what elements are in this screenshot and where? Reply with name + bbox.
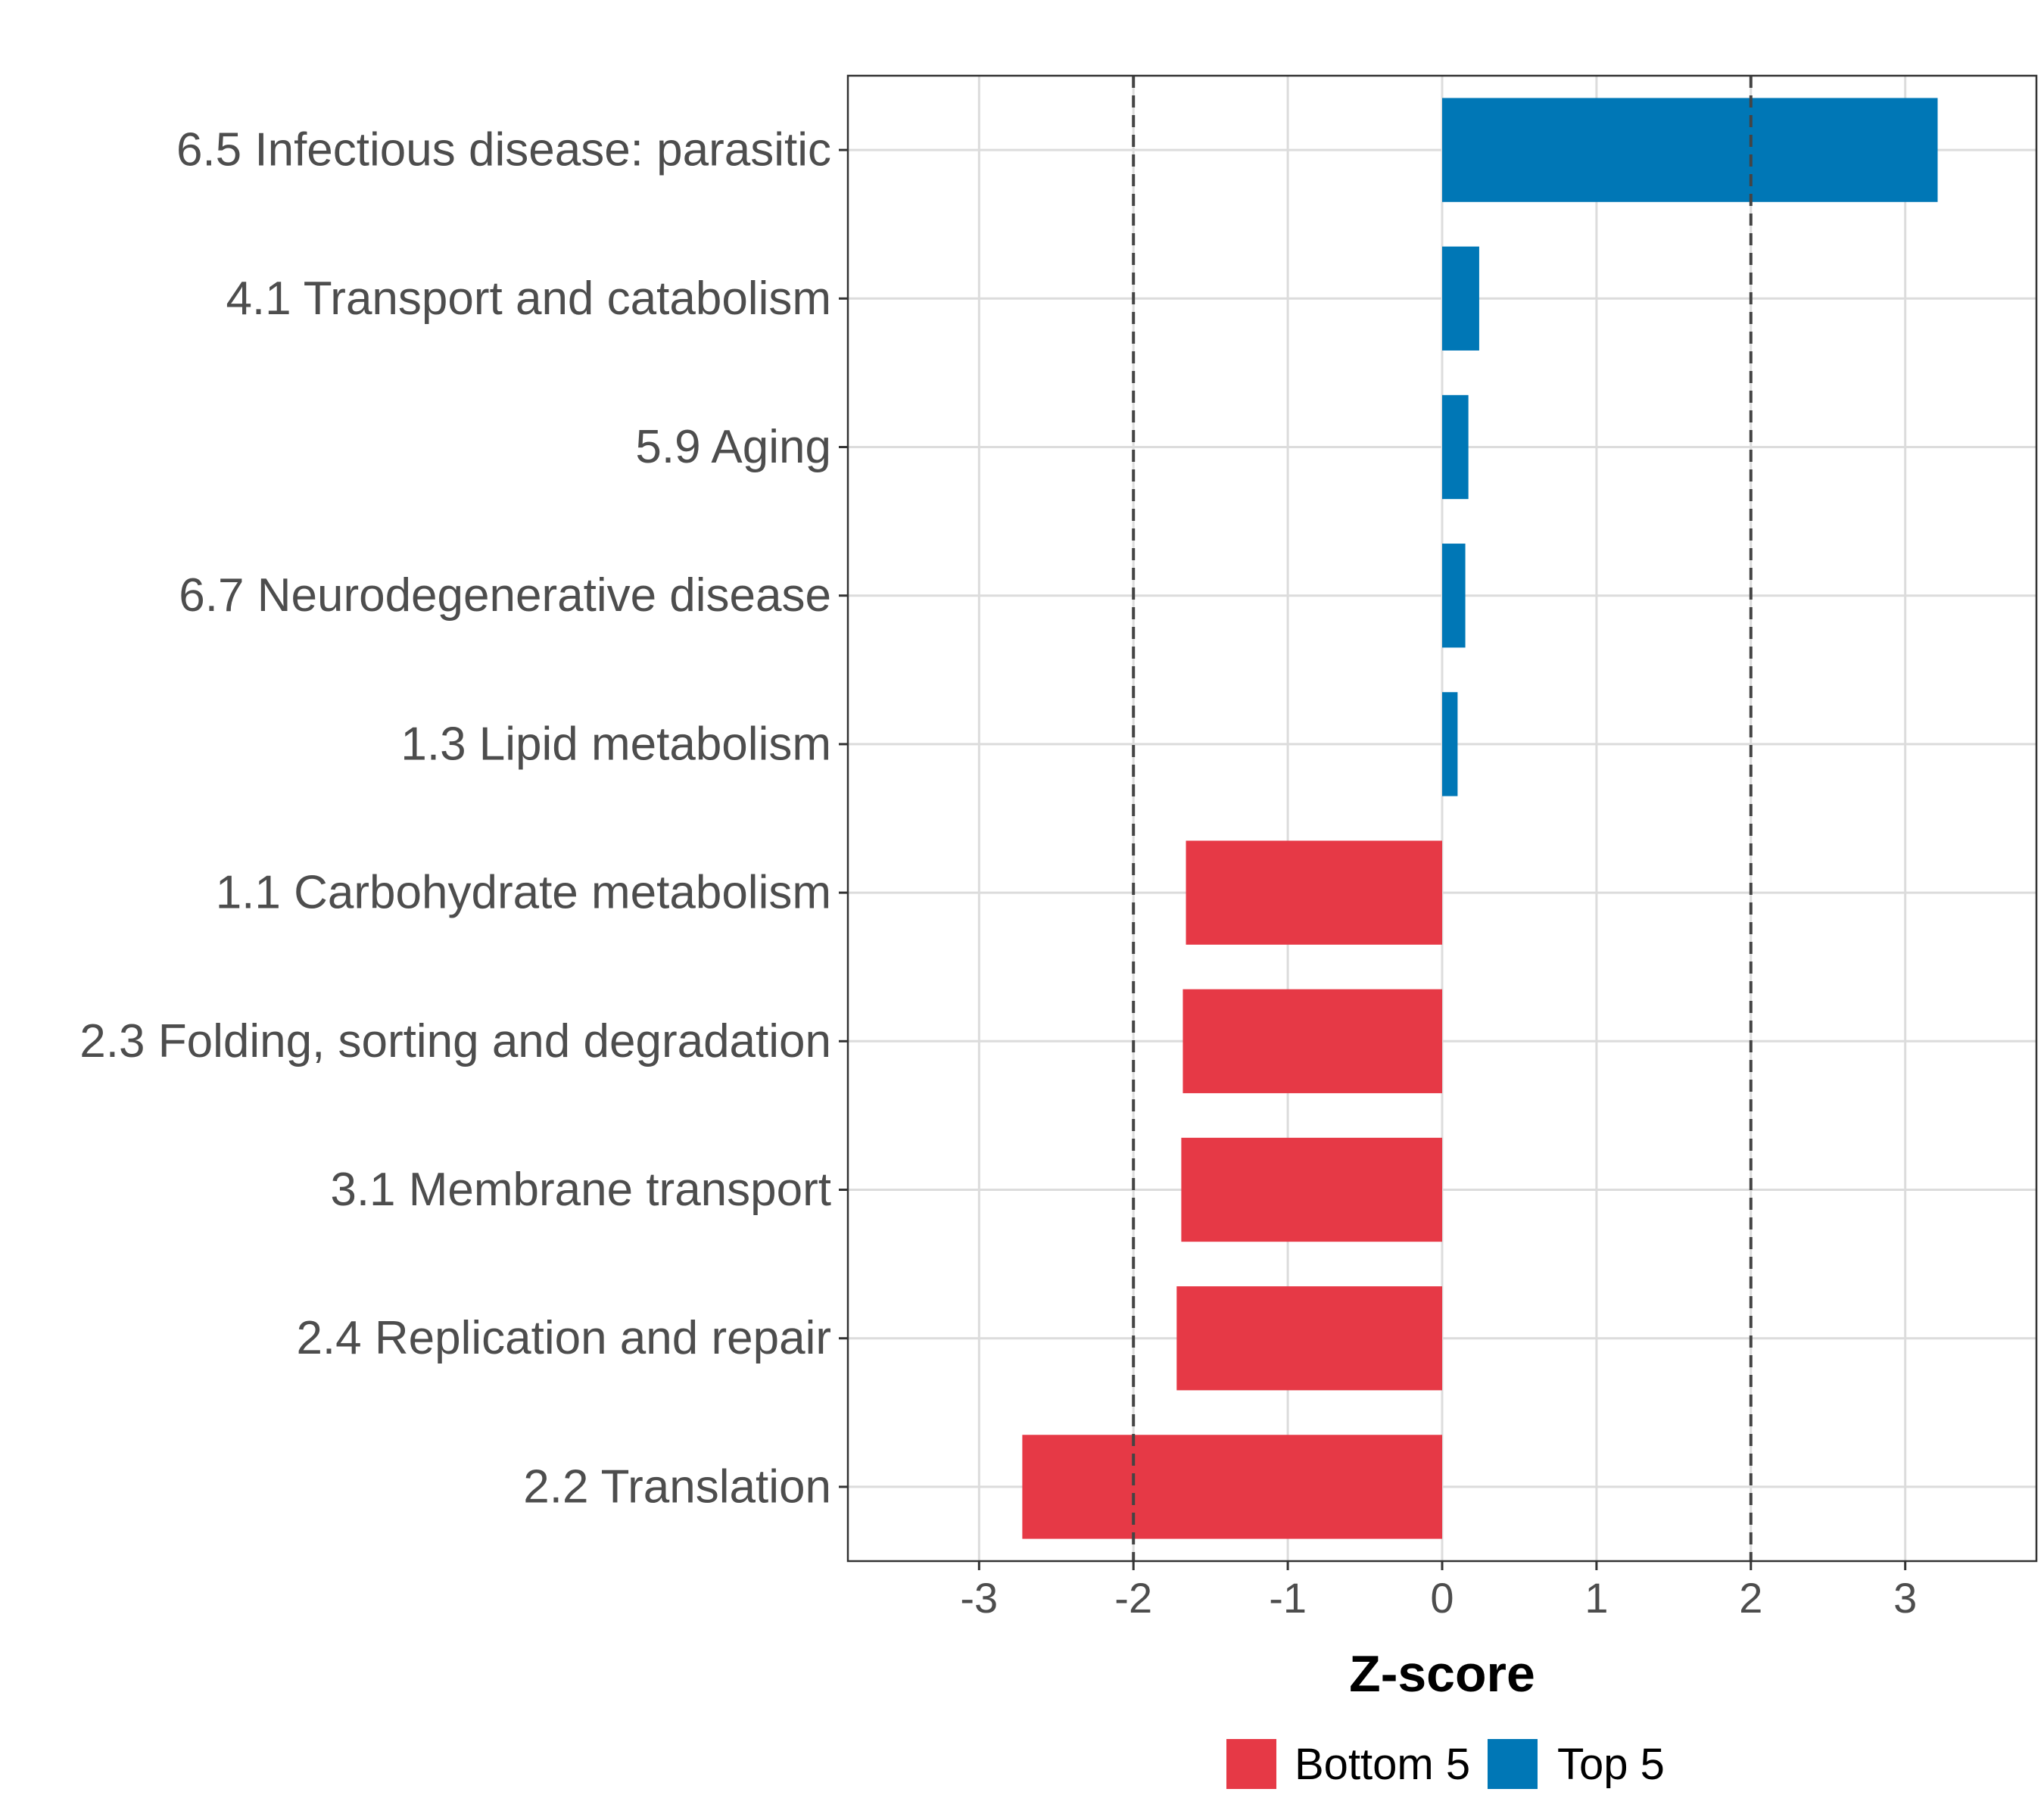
x-tick-label: 3	[1893, 1574, 1917, 1622]
x-axis-ticks: -3 -2 -1 0 1 2 3	[960, 1561, 1917, 1622]
legend-swatch-bottom-5	[1226, 1739, 1276, 1789]
x-tick-label: -1	[1269, 1574, 1307, 1622]
y-axis-labels: 6.5 Infectious disease: parasitic 4.1 Tra…	[79, 124, 848, 1513]
legend: Bottom 5 Top 5	[1226, 1739, 1665, 1789]
x-tick-label: 0	[1430, 1574, 1454, 1622]
bar-5-9-aging	[1442, 394, 1469, 500]
x-tick-label: -3	[960, 1574, 998, 1622]
legend-label-bottom-5: Bottom 5	[1295, 1740, 1470, 1789]
reference-lines	[1132, 76, 1753, 1561]
x-tick-label: 2	[1739, 1574, 1762, 1622]
bar-2-3-folding-sorting-and-degradation	[1182, 989, 1442, 1093]
y-tick-label: 1.3 Lipid metabolism	[400, 718, 831, 770]
legend-swatch-top-5	[1488, 1739, 1538, 1789]
bar-2-4-replication-and-repair	[1176, 1286, 1442, 1391]
x-tick-label: 1	[1584, 1574, 1608, 1622]
y-tick-label: 3.1 Membrane transport	[330, 1164, 831, 1216]
y-tick-label: 4.1 Transport and catabolism	[226, 273, 831, 325]
y-tick-label: 2.2 Translation	[523, 1460, 831, 1513]
bar-4-1-transport-and-catabolism	[1442, 246, 1479, 351]
y-tick-label: 2.4 Replication and repair	[296, 1312, 831, 1364]
legend-label-top-5: Top 5	[1557, 1740, 1665, 1789]
y-tick-label: 6.5 Infectious disease: parasitic	[176, 124, 831, 176]
y-tick-label: 2.3 Folding, sorting and degradation	[79, 1015, 831, 1067]
y-tick-label: 5.9 Aging	[635, 421, 831, 473]
bar-6-7-neurodegenerative-disease	[1442, 544, 1466, 648]
y-tick-label: 1.1 Carbohydrate metabolism	[216, 867, 831, 919]
bar-1-1-carbohydrate-metabolism	[1186, 840, 1442, 945]
bars	[1022, 98, 1938, 1539]
bar-1-3-lipid-metabolism	[1442, 692, 1458, 796]
y-tick-label: 6.7 Neurodegenerative disease	[179, 569, 831, 622]
x-tick-label: -2	[1114, 1574, 1152, 1622]
x-axis-title: Z-score	[1349, 1645, 1535, 1703]
bar-3-1-membrane-transport	[1181, 1137, 1442, 1242]
bar-6-5-infectious-disease-parasitic	[1442, 98, 1938, 202]
bar-2-2-translation	[1022, 1435, 1442, 1539]
